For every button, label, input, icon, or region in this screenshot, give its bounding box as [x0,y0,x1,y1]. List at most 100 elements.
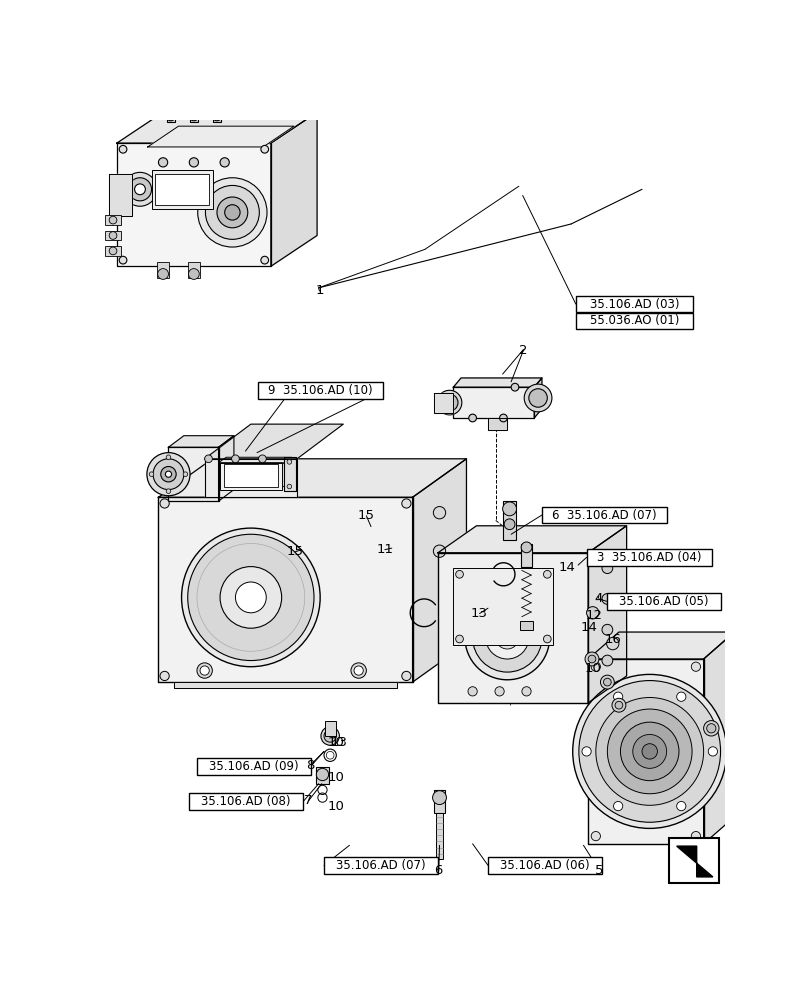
Polygon shape [169,447,218,501]
Circle shape [486,616,528,659]
Polygon shape [204,459,297,497]
Circle shape [633,734,667,768]
Circle shape [495,687,504,696]
Circle shape [642,744,658,759]
Polygon shape [434,393,453,413]
Circle shape [213,112,221,121]
Circle shape [499,414,507,422]
Circle shape [200,666,209,675]
Circle shape [604,678,611,686]
Bar [220,463,282,490]
Circle shape [608,709,692,794]
Circle shape [591,662,600,671]
Circle shape [433,545,446,557]
Bar [105,246,120,256]
Text: 4: 4 [594,592,602,605]
Circle shape [602,655,612,666]
Circle shape [692,662,701,671]
Circle shape [676,692,686,701]
Circle shape [147,453,190,496]
Polygon shape [117,143,271,266]
Circle shape [573,674,726,828]
Polygon shape [284,457,296,491]
Circle shape [161,466,176,482]
Circle shape [261,145,268,153]
Polygon shape [174,682,398,688]
Polygon shape [218,457,292,463]
Text: 13: 13 [471,607,488,620]
Circle shape [220,158,229,167]
Polygon shape [158,497,413,682]
Circle shape [600,675,614,689]
Bar [576,296,692,312]
Circle shape [235,582,267,613]
Bar [436,813,444,859]
Text: 15: 15 [358,509,375,522]
Circle shape [153,459,184,490]
Bar [607,593,721,610]
Circle shape [579,681,721,822]
Circle shape [707,724,716,733]
Circle shape [456,635,463,643]
Polygon shape [704,632,734,844]
Circle shape [402,671,411,681]
Polygon shape [438,553,588,703]
Circle shape [468,687,478,696]
Circle shape [704,721,719,736]
Circle shape [149,472,154,477]
Circle shape [354,666,364,675]
Polygon shape [158,459,466,497]
Circle shape [588,655,595,663]
Circle shape [496,626,519,649]
Polygon shape [109,174,133,216]
Circle shape [128,178,152,201]
Circle shape [187,534,314,661]
Polygon shape [218,436,234,501]
Circle shape [324,730,336,742]
Circle shape [432,791,447,805]
Polygon shape [438,526,627,553]
Circle shape [109,232,117,239]
Circle shape [469,414,477,422]
Circle shape [351,663,366,678]
Bar [187,262,200,278]
Circle shape [585,652,599,666]
Circle shape [402,499,411,508]
Circle shape [437,390,462,415]
Circle shape [188,269,200,279]
Circle shape [456,570,463,578]
Circle shape [591,831,600,841]
Bar [157,262,169,278]
Bar [197,758,311,775]
Circle shape [158,158,168,167]
Circle shape [511,383,519,391]
Polygon shape [534,378,542,418]
Polygon shape [488,418,507,430]
Circle shape [613,692,623,701]
Polygon shape [676,846,713,877]
Circle shape [109,247,117,255]
Text: 12: 12 [586,609,603,622]
Circle shape [503,502,516,516]
Circle shape [582,747,591,756]
Polygon shape [148,126,294,147]
Bar [152,170,213,209]
Bar [155,174,209,205]
Circle shape [109,216,117,224]
Circle shape [198,178,267,247]
Circle shape [709,747,718,756]
Text: 1: 1 [315,284,324,297]
Circle shape [621,722,679,781]
Text: 14: 14 [559,561,576,574]
Circle shape [613,801,623,811]
Circle shape [612,698,626,712]
Polygon shape [169,436,234,447]
Bar [105,231,120,240]
Circle shape [287,484,292,489]
Circle shape [521,542,532,553]
Circle shape [259,455,267,463]
Circle shape [524,384,552,412]
Circle shape [232,455,239,463]
Bar [316,767,329,784]
Circle shape [205,185,259,239]
